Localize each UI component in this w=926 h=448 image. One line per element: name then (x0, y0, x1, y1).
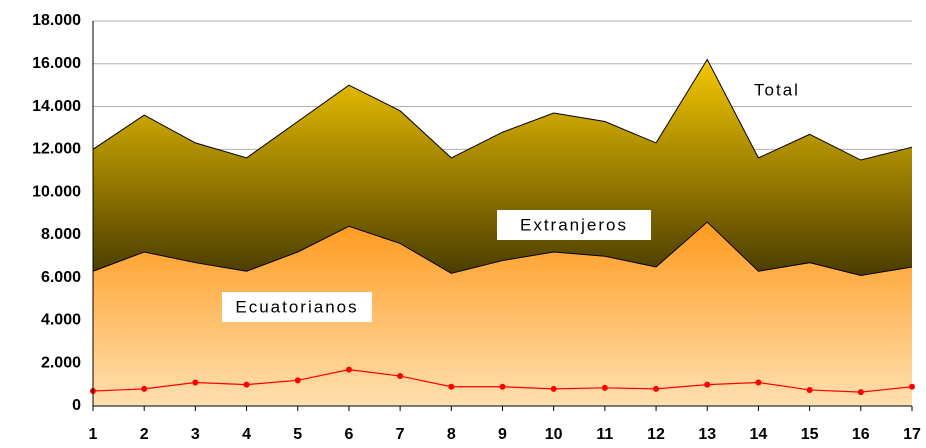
point (141, 385, 148, 392)
point (550, 385, 557, 392)
point (192, 379, 199, 386)
y-tick-label: 4.000 (41, 312, 81, 329)
x-tick-label: 13 (698, 426, 716, 443)
point (243, 381, 250, 388)
x-tick-label: 7 (396, 426, 405, 443)
x-tick-label: 5 (293, 426, 302, 443)
y-tick-label: 12.000 (32, 141, 81, 158)
point (755, 379, 762, 386)
y-tick-label: 0 (72, 397, 81, 414)
x-tick-label: 9 (498, 426, 507, 443)
series-label-box (497, 210, 651, 240)
point (704, 381, 711, 388)
point (397, 373, 404, 380)
point (294, 377, 301, 384)
point (806, 386, 813, 393)
y-tick-label: 14.000 (32, 98, 81, 115)
point (345, 366, 352, 373)
y-tick-label: 16.000 (32, 55, 81, 72)
y-tick-label: 8.000 (41, 226, 81, 243)
y-tick-label: 2.000 (41, 354, 81, 371)
point (857, 389, 864, 396)
y-tick-label: 6.000 (41, 269, 81, 286)
x-tick-label: 2 (140, 426, 149, 443)
y-tick-label: 18.000 (32, 12, 81, 29)
x-tick-label: 14 (750, 426, 768, 443)
point (653, 385, 660, 392)
y-tick-label: 10.000 (32, 183, 81, 200)
annotation: Total (754, 80, 800, 99)
x-tick-label: 3 (191, 426, 200, 443)
area-outline (92, 221, 913, 277)
x-tick-label: 4 (242, 426, 251, 443)
series-label: Ecuatorianos (235, 297, 358, 316)
x-tick-label: 6 (344, 426, 353, 443)
area (93, 222, 912, 406)
series-label-box (222, 292, 372, 322)
x-tick-label: 8 (447, 426, 456, 443)
point (499, 383, 506, 390)
x-tick-label: 15 (801, 426, 819, 443)
annotation-box (735, 75, 819, 105)
series-label: Extranjeros (520, 215, 628, 234)
x-tick-label: 10 (545, 426, 563, 443)
x-tick-label: 16 (852, 426, 870, 443)
x-tick-label: 11 (596, 426, 613, 443)
x-tick-label: 17 (903, 426, 921, 443)
area-outline (92, 58, 913, 161)
point (601, 384, 608, 391)
point (448, 383, 455, 390)
point (909, 383, 915, 390)
x-tick-label: 1 (89, 426, 98, 443)
x-tick-label: 12 (647, 426, 665, 443)
